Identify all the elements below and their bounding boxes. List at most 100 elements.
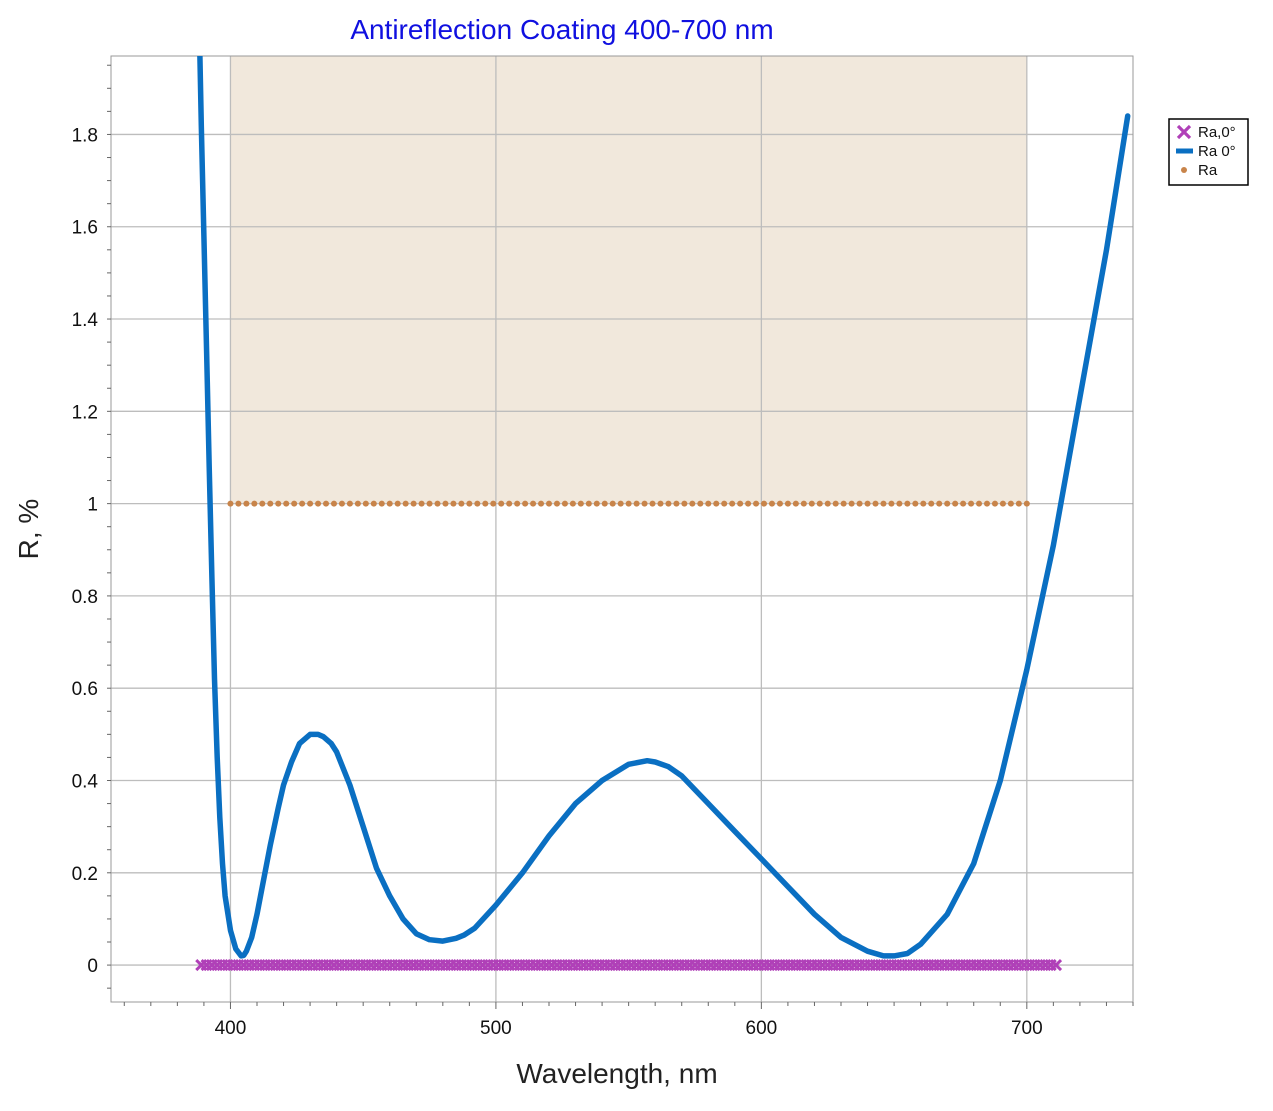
ra-dot — [960, 500, 967, 507]
ra-dot — [378, 500, 385, 507]
x-axis-label: Wavelength, nm — [516, 1058, 717, 1089]
ra-dot — [721, 500, 728, 507]
ra-dot — [585, 500, 592, 507]
target-band — [230, 56, 1027, 504]
ra-dot — [291, 500, 298, 507]
ra-dot — [800, 500, 807, 507]
ra-dot — [299, 500, 306, 507]
ra-dot — [553, 500, 560, 507]
ra-dot — [952, 500, 959, 507]
ra-dot — [402, 500, 409, 507]
ra-dot — [593, 500, 600, 507]
ra-dot — [641, 500, 648, 507]
ra-dot — [330, 500, 337, 507]
series-layer — [195, 56, 1131, 972]
ra-dot — [482, 500, 489, 507]
legend-marker-x — [1176, 124, 1192, 140]
ra-dot — [761, 500, 768, 507]
ra-dot — [729, 500, 736, 507]
y-axis-label: R, % — [13, 499, 44, 560]
ra-dot — [386, 500, 393, 507]
ra-0-x-marker — [1049, 959, 1063, 972]
ra-dot — [466, 500, 473, 507]
ra-dot — [235, 500, 242, 507]
ra-dot — [546, 500, 552, 507]
y-tick-label: 0.4 — [72, 771, 99, 792]
ra-dot — [928, 500, 935, 507]
series-ra-dots — [227, 500, 1030, 507]
ra-dot — [705, 500, 712, 507]
chart-title: Antireflection Coating 400-700 nm — [350, 14, 773, 45]
ra-dot — [665, 500, 672, 507]
ra-dot — [784, 500, 791, 507]
ra-dot — [601, 500, 608, 507]
ra-dot — [864, 500, 871, 507]
legend: Ra,0° Ra 0° Ra — [1168, 118, 1249, 186]
y-tick-label: 1 — [87, 495, 98, 516]
ra-dot — [633, 500, 640, 507]
x-tick-label: 500 — [480, 1018, 512, 1039]
ra-dot — [999, 500, 1006, 507]
legend-label: Ra,0° — [1198, 124, 1236, 141]
ra-dot — [968, 500, 975, 507]
ra-dot — [808, 500, 815, 507]
ra-dot — [1023, 500, 1030, 507]
ra-dot — [442, 500, 449, 507]
ra-dot — [370, 500, 377, 507]
ra-dot — [283, 500, 290, 507]
x-tick-label: 400 — [215, 1018, 247, 1039]
y-tick-label: 0.6 — [72, 679, 98, 700]
ra-dot — [936, 500, 943, 507]
ra-dot — [267, 500, 274, 507]
ra-dot — [896, 500, 903, 507]
ra-dot — [713, 500, 720, 507]
legend-label: Ra — [1198, 162, 1218, 179]
series-ra-0-markers — [195, 959, 1063, 972]
ra-dot — [522, 500, 529, 507]
ra-dot — [275, 500, 282, 507]
ra-dot — [1015, 500, 1022, 507]
x-tick-label: 700 — [1011, 1018, 1043, 1039]
ra-dot — [673, 500, 680, 507]
ra-dot — [832, 500, 839, 507]
ra-dot — [824, 500, 831, 507]
ra-dot — [856, 500, 863, 507]
ra-dot — [872, 500, 879, 507]
ra-dot — [538, 500, 545, 507]
ra-dot — [354, 500, 361, 507]
ra-dot — [880, 500, 887, 507]
ra-dot — [514, 500, 521, 507]
ra-dot — [530, 500, 537, 507]
ra-dot — [338, 500, 345, 507]
ra-dot — [323, 500, 330, 507]
ra-dot — [848, 500, 855, 507]
ra-dot — [315, 500, 322, 507]
ra-dot — [418, 500, 425, 507]
y-tick-label: 1.8 — [72, 125, 98, 146]
ra-dot — [498, 500, 505, 507]
ra-dot — [976, 500, 983, 507]
ra-dot — [490, 500, 497, 507]
ra-dot — [458, 500, 465, 507]
ra-dot — [904, 500, 911, 507]
ra-dot — [346, 500, 353, 507]
ra-dot — [681, 500, 688, 507]
minor-ticks — [107, 64, 1134, 1009]
ra-dot — [506, 500, 513, 507]
ra-dot — [394, 500, 401, 507]
ra-dot — [649, 500, 656, 507]
y-tick-label: 1.6 — [72, 218, 98, 239]
ra-dot — [577, 500, 584, 507]
ra-dot — [569, 500, 576, 507]
ra-dot — [816, 500, 823, 507]
ra-dot — [792, 500, 799, 507]
ra-dot — [737, 500, 744, 507]
legend-label: Ra 0° — [1198, 143, 1236, 160]
ra-dot — [991, 500, 998, 507]
ra-dot — [697, 500, 704, 507]
ra-dot — [776, 500, 783, 507]
ra-dot — [617, 500, 624, 507]
ra-dot — [259, 500, 266, 507]
y-tick-labels: 0 0.2 0.4 0.6 0.8 1 1.2 1.4 1.6 1.8 — [72, 125, 99, 977]
